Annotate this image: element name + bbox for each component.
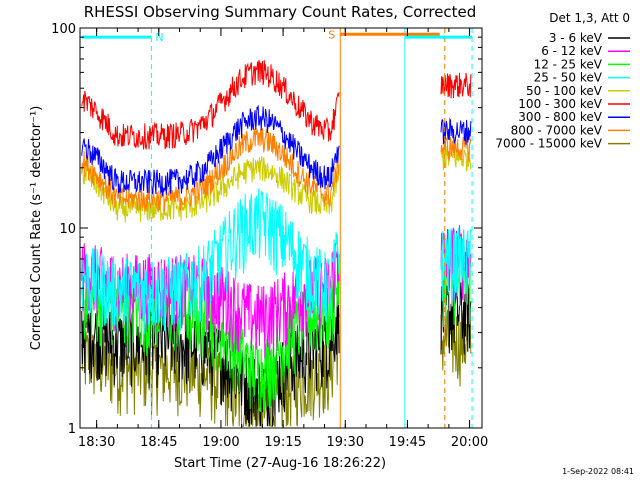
legend-entry-label: 6 - 12 keV: [541, 44, 603, 58]
x-tick-label: 19:30: [327, 435, 364, 450]
chart-title: RHESSI Observing Summary Count Rates, Co…: [84, 3, 477, 21]
series-line: [81, 105, 472, 196]
x-tick-label: 20:00: [451, 435, 488, 450]
annotation-label: N: [155, 31, 163, 44]
x-tick-label: 18:30: [78, 435, 115, 450]
legend-entry-label: 25 - 50 keV: [534, 71, 603, 85]
legend-entry-label: 800 - 7000 keV: [511, 123, 603, 137]
vertical-lines: [150, 28, 473, 428]
y-axis-label: Corrected Count Rate (s⁻¹ detector⁻¹): [29, 106, 44, 351]
legend-entry-label: 100 - 300 keV: [518, 97, 602, 111]
legend-entry-label: 7000 - 15000 keV: [495, 137, 602, 151]
x-axis: 18:30 18:45 19:00 19:15 19:30 19:45 20:00: [78, 28, 488, 450]
y-tick-label: 100: [51, 22, 76, 37]
x-tick-label: 19:00: [202, 435, 239, 450]
x-axis-label: Start Time (27-Aug-16 18:26:22): [174, 456, 386, 471]
x-tick-label: 19:15: [264, 435, 301, 450]
legend-entry-label: 300 - 800 keV: [518, 110, 602, 124]
y-tick-label: 1: [68, 422, 76, 437]
annotation-label: S: [328, 28, 335, 41]
series-line: [81, 188, 472, 336]
y-axis: 1 10 100: [51, 22, 482, 437]
x-tick-label: 18:45: [140, 435, 177, 450]
legend-entry-label: 50 - 100 keV: [526, 84, 603, 98]
x-tick-label: 19:45: [389, 435, 426, 450]
series-line: [81, 127, 472, 213]
legend-entry-label: 3 - 6 keV: [549, 31, 603, 45]
legend-entry-label: 12 - 25 keV: [534, 57, 603, 71]
generated-timestamp: 1-Sep-2022 08:41: [562, 467, 634, 476]
legend-header: Det 1,3, Att 0: [549, 11, 630, 25]
series-layer: [81, 60, 472, 427]
y-tick-label: 10: [59, 222, 76, 237]
series-line: [81, 60, 472, 150]
